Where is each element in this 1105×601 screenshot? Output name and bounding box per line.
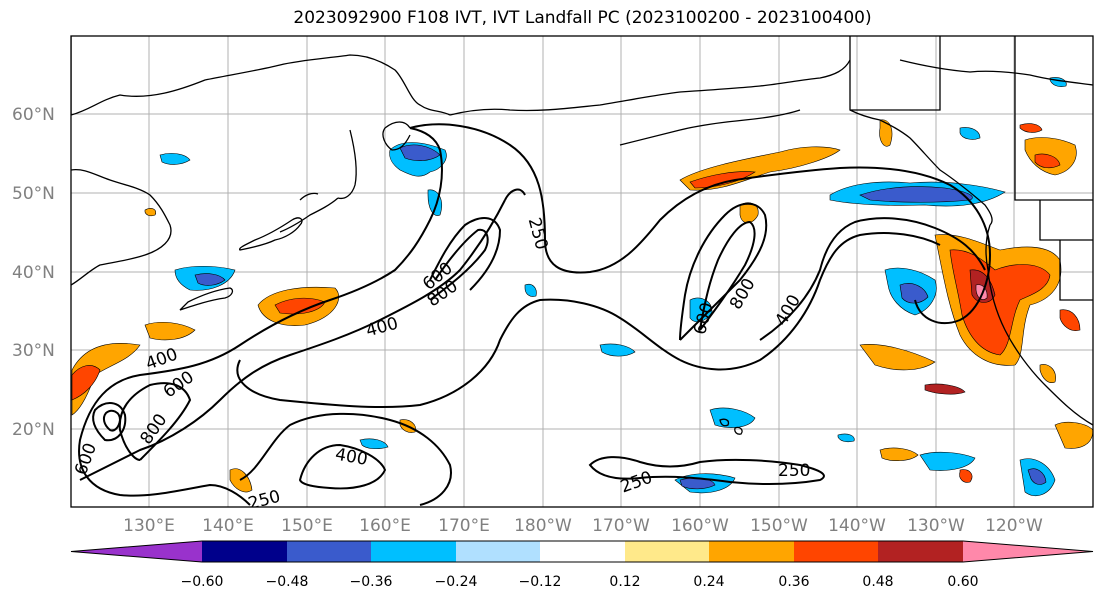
lon-label: 130°E <box>123 516 175 536</box>
colorbar-segment <box>625 541 709 562</box>
colorbar-tick-label: 0.48 <box>862 574 893 590</box>
colorbar-tick-label: 0.24 <box>693 574 724 590</box>
lon-label: 140°E <box>202 516 254 536</box>
colorbar-ticks: −0.60 −0.48 −0.36 −0.24 −0.12 0.12 0.24 … <box>181 574 979 590</box>
colorbar-tick-label: −0.12 <box>519 574 562 590</box>
colorbar-tick-label: 0.36 <box>778 574 809 590</box>
colorbar-segment <box>456 541 540 562</box>
lon-label: 120°W <box>985 516 1043 536</box>
lon-label: 150°E <box>281 516 333 536</box>
colorbar-segment <box>202 541 287 562</box>
lat-label: 40°N <box>12 263 55 283</box>
colorbar-tick-label: 0.60 <box>947 574 978 590</box>
colorbar-outline <box>70 540 1094 563</box>
colorbar-tick-label: −0.48 <box>266 574 309 590</box>
lat-label: 60°N <box>12 105 55 125</box>
colorbar-segment <box>540 541 625 562</box>
lon-label: 170°W <box>592 516 650 536</box>
contour-label: 250 <box>778 461 810 481</box>
longitude-labels: 130°E 140°E 150°E 160°E 170°E 180°W 170°… <box>123 516 1043 536</box>
colorbar-segment <box>287 541 371 562</box>
colorbar-segment <box>709 541 794 562</box>
colorbar-tick-label: −0.60 <box>181 574 224 590</box>
lon-label: 140°W <box>828 516 886 536</box>
lon-label: 130°W <box>907 516 965 536</box>
lon-label: 160°E <box>359 516 411 536</box>
colorbar-segment <box>71 541 202 562</box>
colorbar-segment <box>878 541 963 562</box>
lat-label: 30°N <box>12 341 55 361</box>
map-frame <box>70 35 1094 508</box>
lat-label: 20°N <box>12 420 55 440</box>
negative-pc-fill <box>159 77 1067 496</box>
colorbar-tick-label: −0.36 <box>350 574 393 590</box>
lon-label: 180°W <box>514 516 572 536</box>
ivt-contours <box>78 123 991 506</box>
colorbar-tick-label: 0.12 <box>609 574 640 590</box>
colorbar <box>70 540 1094 563</box>
colorbar-segment <box>794 541 878 562</box>
coastlines <box>71 36 1093 435</box>
lon-label: 160°W <box>671 516 729 536</box>
latitude-labels: 60°N 50°N 40°N 30°N 20°N <box>12 105 55 440</box>
map-title: 2023092900 F108 IVT, IVT Landfall PC (20… <box>293 8 872 28</box>
contour-label: 250 <box>246 487 283 515</box>
colorbar-segment <box>963 541 1093 562</box>
colorbar-tick-label: −0.24 <box>435 574 478 590</box>
lat-label: 50°N <box>12 184 55 204</box>
positive-pc-fill <box>71 119 1093 493</box>
lon-label: 150°W <box>750 516 808 536</box>
colorbar-segment <box>371 541 456 562</box>
lon-label: 170°E <box>438 516 490 536</box>
